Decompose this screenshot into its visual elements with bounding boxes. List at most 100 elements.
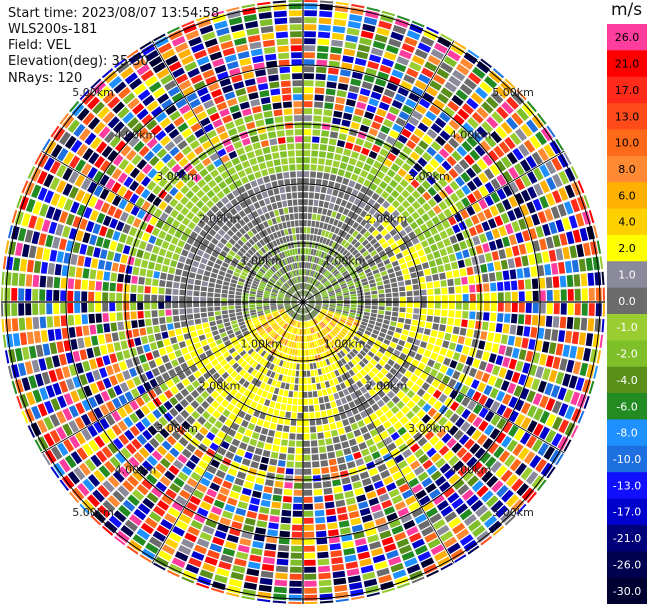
velocity-gate xyxy=(395,117,407,127)
velocity-gate xyxy=(400,334,408,341)
velocity-gate xyxy=(313,108,323,115)
velocity-gate xyxy=(143,251,151,260)
velocity-gate xyxy=(466,205,476,216)
velocity-gate xyxy=(303,482,312,489)
velocity-gate xyxy=(555,343,564,356)
velocity-gate xyxy=(419,314,427,321)
velocity-gate xyxy=(531,378,541,391)
velocity-gate xyxy=(562,246,571,260)
velocity-gate xyxy=(120,145,132,157)
velocity-gate xyxy=(191,380,201,389)
velocity-gate xyxy=(247,324,254,330)
velocity-gate xyxy=(249,296,256,300)
velocity-gate xyxy=(292,524,302,531)
velocity-gate xyxy=(244,182,252,191)
velocity-gate xyxy=(555,371,565,385)
velocity-gate xyxy=(308,299,315,301)
velocity-gate xyxy=(559,358,568,371)
velocity-gate xyxy=(186,415,196,425)
velocity-gate xyxy=(481,372,491,383)
velocity-gate xyxy=(196,507,209,517)
velocity-gate xyxy=(487,262,495,272)
velocity-gate xyxy=(393,349,401,357)
velocity-gate xyxy=(329,53,341,61)
velocity-gate xyxy=(389,179,398,189)
velocity-gate xyxy=(322,307,328,310)
velocity-gate xyxy=(350,204,358,212)
velocity-gate xyxy=(223,233,231,241)
velocity-gate xyxy=(345,334,352,341)
velocity-gate xyxy=(318,313,324,319)
velocity-gate xyxy=(361,514,373,523)
velocity-gate xyxy=(367,323,374,329)
velocity-gate xyxy=(214,246,222,254)
velocity-gate xyxy=(7,365,13,379)
velocity-gate xyxy=(206,395,215,404)
velocity-gate xyxy=(195,324,203,330)
velocity-gate xyxy=(347,92,358,100)
velocity-gate xyxy=(44,190,54,204)
velocity-gate xyxy=(259,283,266,288)
velocity-gate xyxy=(306,262,310,269)
velocity-gate xyxy=(138,354,147,364)
velocity-gate xyxy=(41,371,51,385)
velocity-gate xyxy=(311,341,315,348)
velocity-gate xyxy=(429,158,440,169)
velocity-gate xyxy=(306,306,311,312)
velocity-gate xyxy=(228,150,238,160)
velocity-gate xyxy=(535,458,547,473)
velocity-gate xyxy=(68,186,79,199)
velocity-gate xyxy=(507,258,515,269)
velocity-gate xyxy=(88,280,96,291)
velocity-gate xyxy=(69,155,81,169)
velocity-gate xyxy=(277,417,284,425)
velocity-gate xyxy=(414,145,425,156)
velocity-gate xyxy=(314,272,318,278)
velocity-gate xyxy=(191,551,205,561)
velocity-gate xyxy=(552,234,561,248)
velocity-gate xyxy=(357,404,365,413)
velocity-gate xyxy=(303,356,306,363)
velocity-gate xyxy=(372,84,385,94)
velocity-gate xyxy=(293,295,299,299)
velocity-gate xyxy=(62,408,73,421)
velocity-gate xyxy=(177,454,188,464)
velocity-gate xyxy=(378,310,385,315)
velocity-gate xyxy=(310,312,314,318)
velocity-gate xyxy=(498,344,507,355)
velocity-gate xyxy=(117,407,128,419)
velocity-gate xyxy=(311,355,316,362)
velocity-gate xyxy=(397,460,408,470)
velocity-gate xyxy=(583,395,590,409)
velocity-gate xyxy=(452,269,460,278)
velocity-gate xyxy=(234,416,243,425)
velocity-gate xyxy=(145,352,154,361)
velocity-gate xyxy=(438,404,448,415)
velocity-gate xyxy=(331,39,344,47)
velocity-gate xyxy=(149,253,158,262)
velocity-gate xyxy=(181,378,191,387)
velocity-gate xyxy=(414,368,422,377)
velocity-gate xyxy=(291,327,295,334)
velocity-gate xyxy=(24,229,34,243)
velocity-gate xyxy=(566,359,575,373)
velocity-gate xyxy=(325,326,331,332)
velocity-gate xyxy=(376,318,383,323)
velocity-gate xyxy=(545,236,554,249)
velocity-gate xyxy=(258,259,264,265)
velocity-gate xyxy=(233,140,243,150)
velocity-gate xyxy=(467,49,480,59)
velocity-gate xyxy=(274,373,280,380)
velocity-gate xyxy=(275,474,285,481)
velocity-gate xyxy=(210,390,219,399)
velocity-gate xyxy=(308,349,312,356)
velocity-gate xyxy=(502,236,511,247)
velocity-gate xyxy=(371,367,380,375)
velocity-gate xyxy=(321,260,327,267)
velocity-gate xyxy=(280,312,287,316)
velocity-gate xyxy=(311,327,315,334)
velocity-gate xyxy=(262,368,269,375)
velocity-gate xyxy=(323,374,328,381)
velocity-gate xyxy=(105,228,115,239)
velocity-gate xyxy=(209,543,223,553)
